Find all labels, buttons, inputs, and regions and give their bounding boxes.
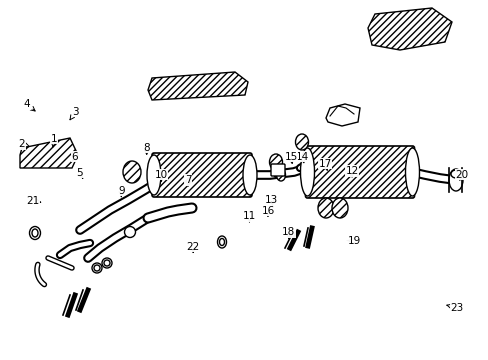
Text: 23: 23 [446, 303, 463, 313]
Ellipse shape [147, 155, 161, 195]
Ellipse shape [102, 258, 112, 268]
Text: 14: 14 [295, 152, 308, 163]
Text: 9: 9 [118, 186, 124, 197]
Text: 5: 5 [76, 168, 82, 179]
Text: 21: 21 [26, 196, 41, 206]
Text: 2: 2 [19, 139, 29, 149]
Ellipse shape [448, 169, 462, 191]
Ellipse shape [276, 169, 285, 181]
Text: 6: 6 [71, 152, 78, 162]
FancyBboxPatch shape [270, 164, 285, 176]
Ellipse shape [243, 155, 257, 195]
Text: 22: 22 [186, 242, 200, 252]
Ellipse shape [317, 198, 333, 218]
Polygon shape [367, 8, 451, 50]
Ellipse shape [32, 229, 38, 237]
Text: 20: 20 [455, 170, 468, 180]
Ellipse shape [295, 134, 308, 150]
Ellipse shape [269, 154, 282, 170]
Text: 13: 13 [264, 195, 278, 206]
Text: 12: 12 [345, 166, 358, 177]
Text: 7: 7 [184, 175, 191, 186]
Ellipse shape [300, 148, 314, 196]
FancyBboxPatch shape [152, 153, 251, 197]
Polygon shape [325, 104, 359, 126]
Ellipse shape [217, 236, 226, 248]
Ellipse shape [104, 260, 110, 266]
Text: 1: 1 [50, 134, 57, 147]
Ellipse shape [29, 226, 41, 239]
Ellipse shape [124, 226, 135, 238]
Ellipse shape [123, 161, 141, 183]
Ellipse shape [219, 238, 224, 246]
Text: 3: 3 [70, 107, 79, 120]
Ellipse shape [331, 198, 347, 218]
Polygon shape [148, 72, 247, 100]
FancyBboxPatch shape [305, 146, 414, 198]
Text: 11: 11 [242, 211, 256, 222]
Ellipse shape [94, 265, 100, 271]
Ellipse shape [450, 170, 460, 178]
Text: 17: 17 [318, 159, 331, 170]
Text: 8: 8 [143, 143, 150, 154]
Text: 10: 10 [155, 170, 167, 181]
Text: 19: 19 [346, 236, 361, 246]
Text: 4: 4 [23, 99, 35, 111]
Ellipse shape [92, 263, 102, 273]
Text: 18: 18 [281, 227, 295, 238]
Text: 15: 15 [284, 152, 297, 163]
Polygon shape [20, 138, 78, 168]
Text: 16: 16 [261, 206, 274, 216]
Ellipse shape [405, 148, 419, 196]
